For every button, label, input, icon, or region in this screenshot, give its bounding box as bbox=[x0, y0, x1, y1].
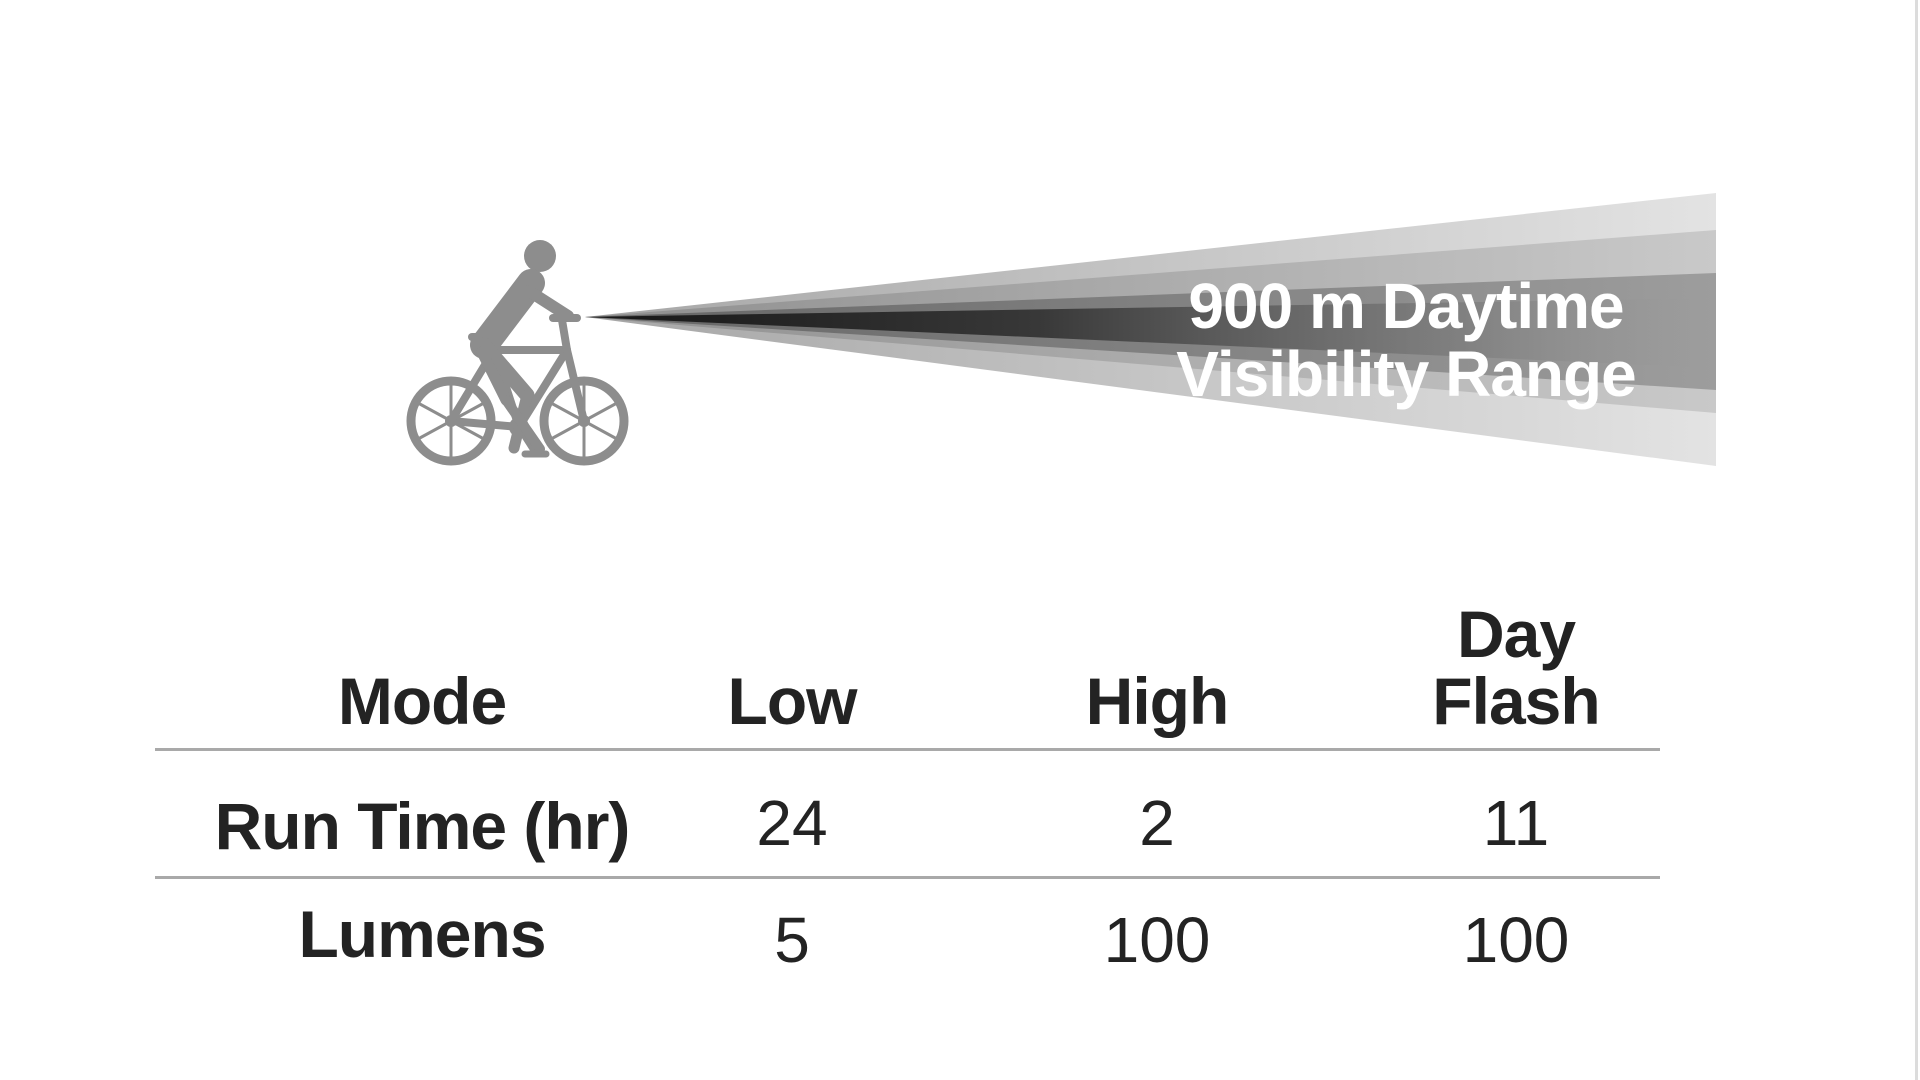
front-wheel-icon bbox=[539, 376, 629, 466]
column-header-day-flash-line1: Day bbox=[1456, 597, 1576, 671]
column-header-high: High bbox=[1085, 664, 1230, 738]
lumens-high-value: 100 bbox=[1103, 904, 1211, 976]
rider bbox=[470, 240, 574, 454]
run-time-low-value: 24 bbox=[756, 787, 828, 859]
table-rule-top bbox=[155, 748, 1660, 751]
row-label-run-time: Run Time (hr) bbox=[214, 789, 631, 863]
rider-head bbox=[524, 240, 556, 272]
rider-torso bbox=[470, 269, 545, 359]
column-header-day-flash-line2: Flash bbox=[1432, 664, 1600, 738]
rider-arm bbox=[523, 285, 574, 322]
rider-far-shin bbox=[501, 395, 545, 454]
run-time-high-value: 2 bbox=[1139, 787, 1175, 859]
light-beam-icon bbox=[585, 193, 1716, 466]
right-edge-divider bbox=[1915, 0, 1918, 1080]
beam-caption-line2: Visibility Range bbox=[1176, 338, 1636, 410]
column-header-low: Low bbox=[727, 664, 858, 738]
lumens-day-flash-value: 100 bbox=[1462, 904, 1570, 976]
column-header-day-flash: Day Flash bbox=[1432, 597, 1600, 738]
cyclist-icon bbox=[406, 240, 629, 466]
beam-cone-core bbox=[585, 298, 1716, 368]
row-label-lumens: Lumens bbox=[298, 897, 546, 971]
run-time-day-flash-value: 11 bbox=[1482, 787, 1550, 859]
beam-caption: 900 m Daytime Visibility Range bbox=[1176, 270, 1636, 410]
column-header-mode: Mode bbox=[337, 664, 507, 738]
lumens-low-value: 5 bbox=[774, 904, 810, 976]
rider-far-thigh bbox=[476, 346, 512, 406]
beam-caption-line1: 900 m Daytime bbox=[1188, 270, 1624, 342]
rider-thigh bbox=[476, 337, 535, 403]
table-rule-bottom bbox=[155, 876, 1660, 879]
